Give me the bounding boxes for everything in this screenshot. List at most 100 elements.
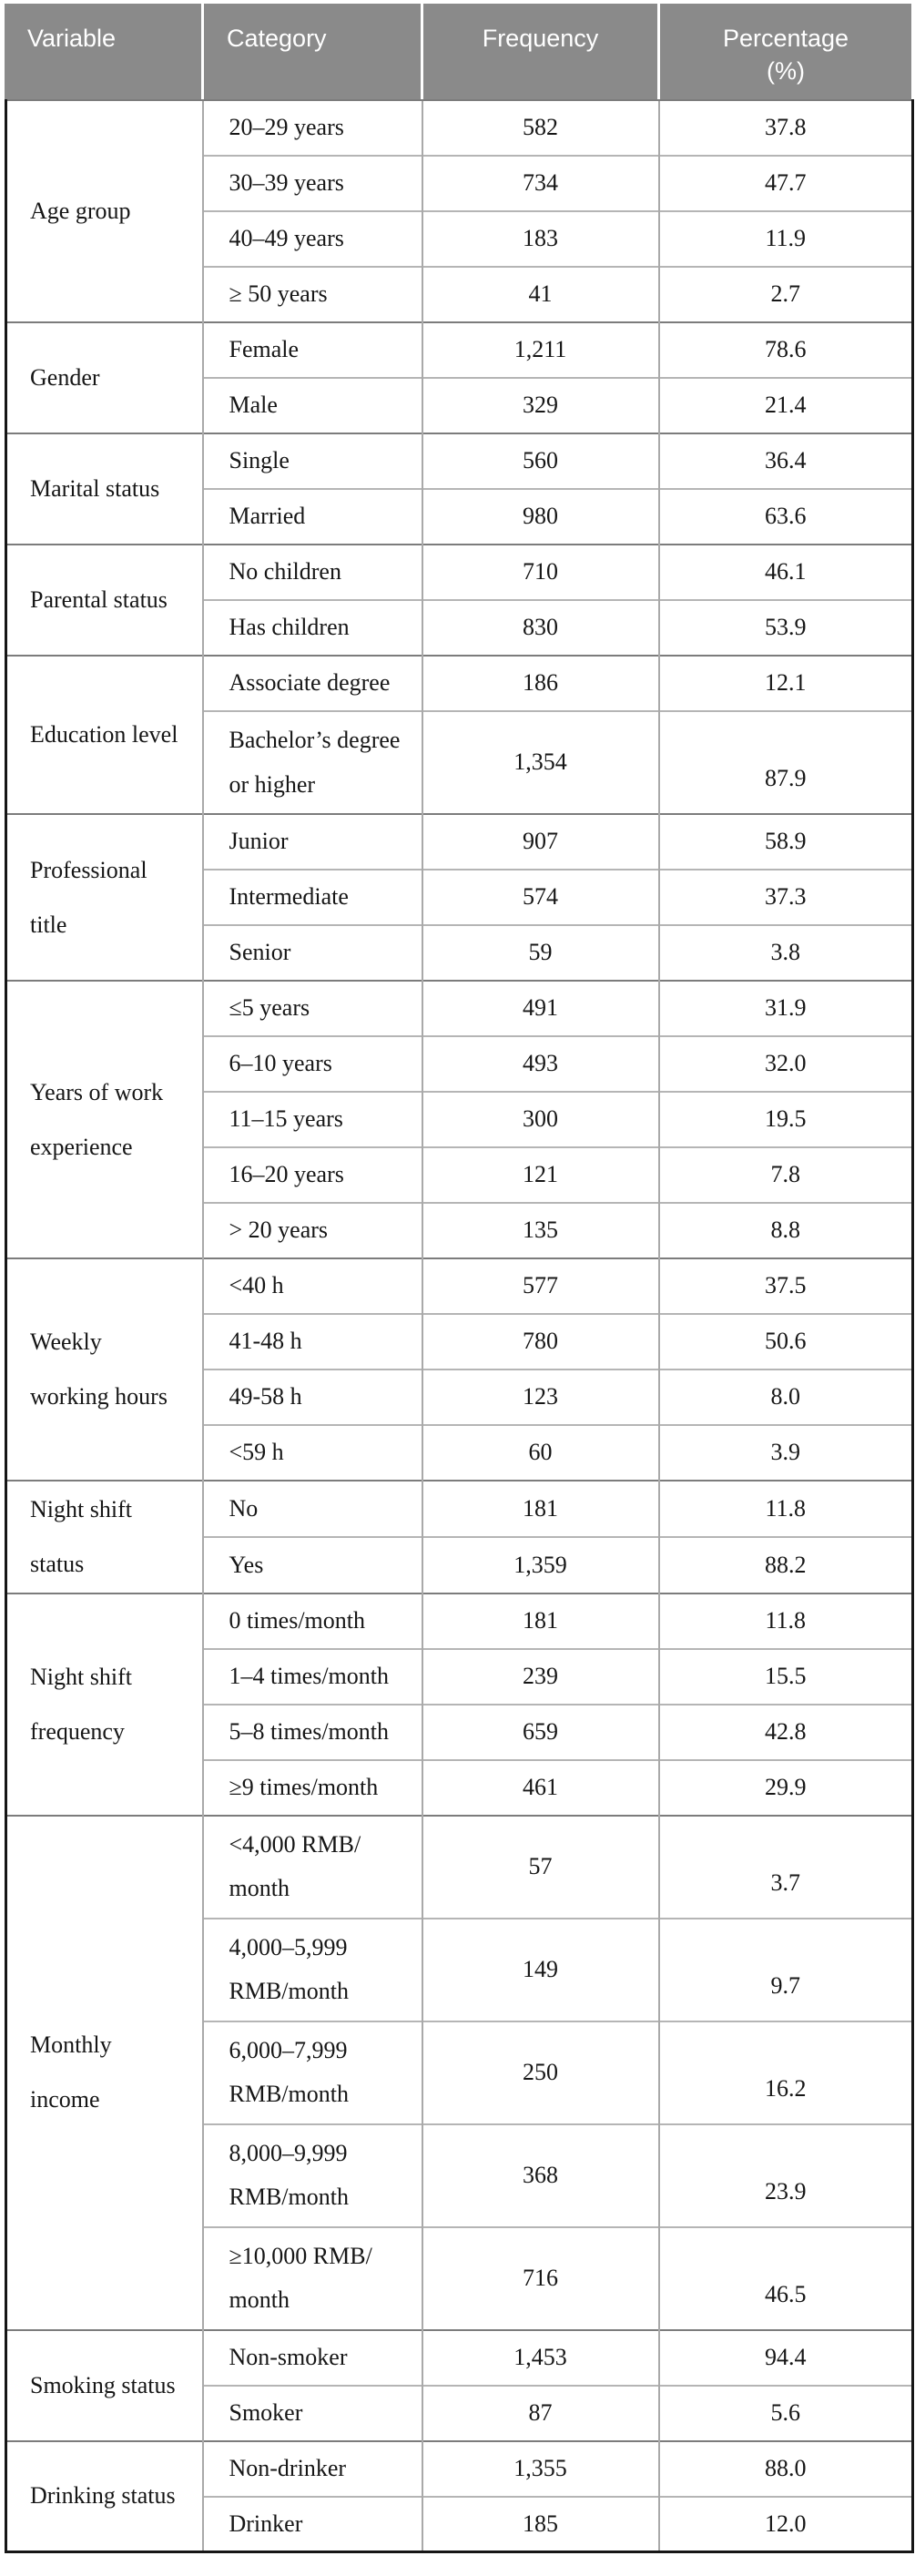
frequency-cell: 135 — [421, 1202, 659, 1258]
category-cell: Has children — [201, 599, 422, 656]
table-row: Monthly income <4,000 RMB/ month 57 3.7 — [5, 1814, 913, 2330]
percentage-cell: 3.9 — [657, 1424, 913, 1481]
percentage-cell: 53.9 — [657, 599, 913, 656]
category-cell: Single — [201, 433, 422, 489]
percentage-cell: 63.6 — [657, 488, 913, 545]
variable-cell: Professional title — [5, 813, 203, 981]
table-row: 4,000–5,999 RMB/month 149 9.7 — [6, 1917, 913, 2021]
category-cell: 40–49 years — [201, 210, 422, 267]
table-row: Bachelor’s degree or higher 1,354 87.9 — [6, 710, 913, 814]
category-cell: 0 times/month — [201, 1592, 422, 1649]
frequency-cell: 123 — [421, 1369, 659, 1425]
category-cell: No — [201, 1480, 422, 1537]
frequency-cell: 1,354 — [421, 710, 659, 814]
percentage-cell: 50.6 — [657, 1313, 913, 1369]
percentage-cell: 46.1 — [657, 544, 913, 600]
percentage-cell: 7.8 — [657, 1146, 913, 1203]
column-header-frequency: Frequency — [421, 4, 657, 99]
frequency-cell: 1,211 — [421, 321, 659, 378]
table-row: Professional title Junior 907 58.9 — [5, 813, 913, 981]
column-header-percentage: Percentage (%) — [657, 4, 911, 99]
frequency-cell: 1,359 — [421, 1535, 659, 1593]
category-cell: ≥ 50 years — [201, 266, 422, 322]
frequency-cell: 734 — [421, 155, 659, 211]
frequency-cell: 560 — [421, 433, 659, 489]
table-row: Drinking status Non-drinker 1,355 88.0 — [5, 2439, 913, 2552]
table-row: 8,000–9,999 RMB/month 368 23.9 — [6, 2123, 913, 2227]
variable-cell: Education level — [5, 655, 203, 814]
percentage-cell: 32.0 — [657, 1035, 913, 1092]
percentage-cell: 37.5 — [657, 1257, 913, 1314]
category-cell: 6,000–7,999 RMB/month — [201, 2020, 422, 2124]
percentage-cell: 11.9 — [657, 210, 913, 267]
frequency-cell: 980 — [421, 488, 659, 545]
variable-cell: Drinking status — [5, 2439, 203, 2552]
frequency-cell: 181 — [421, 1480, 659, 1537]
frequency-cell: 780 — [421, 1313, 659, 1369]
frequency-cell: 830 — [421, 599, 659, 656]
category-cell: Non-drinker — [201, 2439, 422, 2497]
table-row: Drinker 185 12.0 — [6, 2495, 913, 2552]
table-row: Intermediate 574 37.3 — [6, 869, 913, 925]
table-row: 6–10 years 493 32.0 — [6, 1035, 913, 1092]
category-cell: ≥10,000 RMB/ month — [201, 2225, 422, 2330]
table-row: 5–8 times/month 659 42.8 — [6, 1703, 913, 1760]
category-cell: Yes — [201, 1535, 422, 1593]
table-row: 11–15 years 300 19.5 — [6, 1091, 913, 1147]
frequency-cell: 582 — [421, 99, 659, 156]
variable-cell: Monthly income — [5, 1814, 203, 2330]
percentage-cell: 58.9 — [657, 813, 913, 870]
demographics-table: Age group 20–29 years 582 37.8 30–39 years 73… — [5, 99, 914, 2554]
percentage-cell: 42.8 — [657, 1703, 913, 1760]
variable-cell: Years of work experience — [5, 980, 203, 1258]
table-row: Education level Associate degree 186 12.1 — [5, 655, 913, 814]
percentage-cell: 12.0 — [657, 2495, 913, 2552]
table-row: ≥ 50 years 41 2.7 — [6, 266, 913, 322]
percentage-cell: 2.7 — [657, 266, 913, 322]
percentage-cell: 36.4 — [657, 433, 913, 489]
frequency-cell: 491 — [421, 980, 659, 1036]
table-row: ≥9 times/month 461 29.9 — [6, 1758, 913, 1816]
category-cell: Smoker — [201, 2384, 422, 2441]
category-cell: Associate degree — [201, 655, 422, 711]
frequency-cell: 185 — [421, 2495, 659, 2552]
category-cell: Senior — [201, 924, 422, 981]
category-cell: Non-smoker — [201, 2328, 422, 2386]
variable-cell: Parental status — [5, 544, 203, 656]
frequency-cell: 577 — [421, 1257, 659, 1314]
variable-cell: Age group — [5, 99, 203, 322]
category-cell: 1–4 times/month — [201, 1647, 422, 1705]
variable-cell: Weekly working hours — [5, 1257, 203, 1481]
category-cell: 8,000–9,999 RMB/month — [201, 2123, 422, 2227]
table-row: 40–49 years 183 11.9 — [6, 210, 913, 267]
percentage-cell: 37.8 — [657, 99, 913, 156]
frequency-cell: 493 — [421, 1035, 659, 1092]
percentage-cell: 3.8 — [657, 924, 913, 981]
frequency-cell: 1,453 — [421, 2328, 659, 2386]
percentage-cell: 47.7 — [657, 155, 913, 211]
table-row: 6,000–7,999 RMB/month 250 16.2 — [6, 2020, 913, 2124]
frequency-cell: 60 — [421, 1424, 659, 1481]
frequency-cell: 239 — [421, 1647, 659, 1705]
table-row: Marital status Single 560 36.4 — [5, 433, 913, 545]
frequency-cell: 574 — [421, 869, 659, 925]
table-row: Night shift status No 181 11.8 — [5, 1480, 913, 1593]
category-cell: Bachelor’s degree or higher — [201, 710, 422, 814]
category-cell: <59 h — [201, 1424, 422, 1481]
percentage-cell: 3.7 — [657, 1814, 913, 1919]
column-header-category: Category — [201, 4, 421, 99]
column-header-variable: Variable — [27, 25, 117, 52]
percentage-cell: 19.5 — [657, 1091, 913, 1147]
percentage-cell: 87.9 — [657, 710, 913, 814]
table-row: 49-58 h 123 8.0 — [6, 1369, 913, 1425]
variable-cell: Gender — [5, 321, 203, 433]
table-row: Age group 20–29 years 582 37.8 — [5, 99, 913, 322]
category-cell: Female — [201, 321, 422, 378]
percentage-cell: 8.0 — [657, 1369, 913, 1425]
table-row: Male 329 21.4 — [6, 377, 913, 433]
category-cell: ≤5 years — [201, 980, 422, 1036]
frequency-cell: 57 — [421, 1814, 659, 1919]
table-row: Senior 59 3.8 — [6, 924, 913, 981]
table-row: <59 h 60 3.9 — [6, 1424, 913, 1481]
